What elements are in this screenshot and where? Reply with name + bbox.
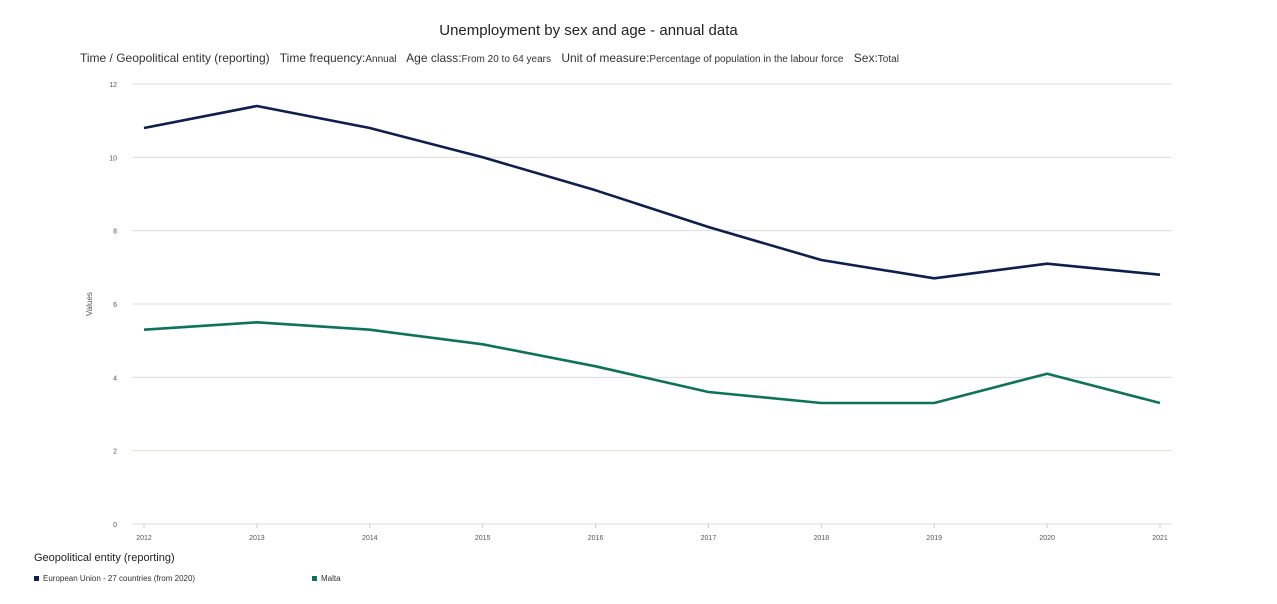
chart-title: Unemployment by sex and age - annual dat… [439,22,738,39]
data-point-eu[interactable] [477,151,489,163]
x-tick-label: 2012 [136,535,152,542]
subtitle-sex-key: Sex: [853,51,878,65]
data-point-eu[interactable] [702,221,714,233]
subtitle-age-value: From 20 to 64 years [461,54,552,65]
x-tick-label: 2018 [814,535,830,542]
data-point-malta[interactable] [364,324,376,336]
data-point-eu[interactable] [138,122,150,134]
chart-subtitle: Time / Geopolitical entity (reporting) T… [80,51,899,65]
subtitle-freq-key: Time frequency: [279,51,366,65]
legend-title: Geopolitical entity (reporting) [34,552,175,564]
subtitle-unit-key: Unit of measure: [561,51,650,65]
subtitle-unit-value: Percentage of population in the labour f… [649,54,844,65]
x-axis-ticks: 2012 2013 2014 2015 2016 2017 2018 2019 2020 2021 [136,524,1168,542]
y-tick-label: 6 [113,302,117,309]
data-point-malta[interactable] [590,360,602,372]
series-lines [138,100,1166,409]
y-axis-ticks: 0 2 4 6 8 10 12 [109,82,117,529]
legend-label-malta: Malta [321,574,341,583]
data-point-malta[interactable] [477,338,489,350]
y-tick-label: 10 [109,155,117,162]
subtitle-age-key: Age class: [406,51,462,65]
data-point-malta[interactable] [702,386,714,398]
legend-swatch-eu [34,576,39,582]
data-point-eu[interactable] [364,122,376,134]
data-point-malta[interactable] [138,324,150,336]
y-tick-label: 8 [113,229,117,236]
legend-swatch-malta [312,576,317,582]
data-point-eu[interactable] [1041,258,1053,270]
data-point-malta[interactable] [251,316,263,328]
x-tick-label: 2020 [1039,535,1055,542]
y-tick-label: 4 [113,375,117,382]
y-tick-label: 2 [113,449,117,456]
x-tick-label: 2019 [926,535,942,542]
subtitle-sex-value: Total [877,54,899,65]
data-point-eu[interactable] [1154,269,1166,281]
data-point-eu[interactable] [251,100,263,112]
legend-label-eu: European Union - 27 countries (from 2020… [43,574,196,583]
data-point-eu[interactable] [928,272,940,284]
x-tick-label: 2021 [1152,535,1168,542]
subtitle-freq-value: Annual [365,54,397,65]
y-axis-label: Values [85,292,94,316]
y-tick-label: 0 [113,522,117,529]
data-point-eu[interactable] [815,254,827,266]
data-point-eu[interactable] [590,184,602,196]
x-tick-label: 2016 [588,535,604,542]
data-point-malta[interactable] [928,397,940,409]
x-tick-label: 2014 [362,535,378,542]
series-line-eu[interactable] [143,104,1161,280]
legend-item-eu[interactable]: European Union - 27 countries (from 2020… [34,574,195,583]
data-point-malta[interactable] [815,397,827,409]
data-point-malta[interactable] [1154,397,1166,409]
grid-lines [132,83,1172,525]
legend-item-malta[interactable]: Malta [312,574,341,583]
subtitle-time-label: Time / Geopolitical entity (reporting) [80,51,270,65]
x-tick-label: 2013 [249,535,265,542]
series-line-malta[interactable] [143,321,1161,405]
x-tick-label: 2015 [475,535,491,542]
x-tick-label: 2017 [701,535,717,542]
y-tick-label: 12 [109,82,117,89]
data-point-malta[interactable] [1041,368,1053,380]
